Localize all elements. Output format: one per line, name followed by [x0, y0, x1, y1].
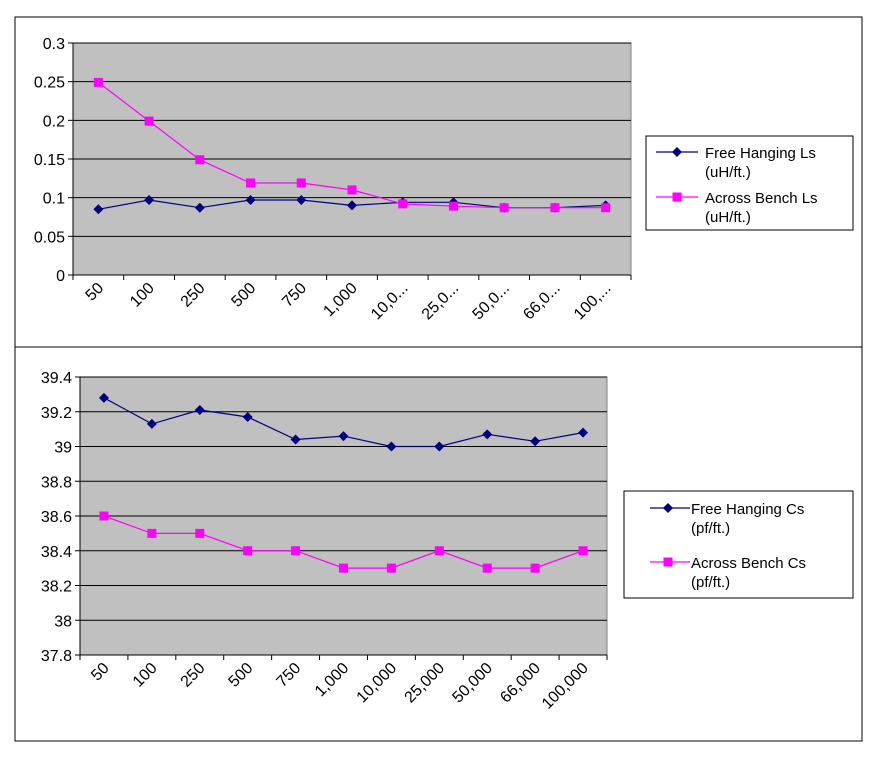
legend: Free Hanging Cs (pf/ft.) Across Bench Cs…: [623, 490, 854, 599]
data-point-square: [93, 77, 103, 87]
y-tick-label: 39.2: [41, 405, 72, 422]
data-point-square: [339, 563, 348, 573]
chart-inductance: 00.050.10.150.20.250.3 50 100 250 500 750 1,0…: [14, 16, 863, 348]
data-point-diamond: [93, 204, 104, 215]
y-tick-label: 0.05: [34, 229, 65, 246]
series-layer: [98, 392, 589, 573]
data-point-square: [195, 155, 205, 165]
data-point-diamond: [98, 392, 109, 403]
data-point-diamond: [347, 200, 357, 211]
data-point-diamond: [146, 418, 157, 429]
data-point-square: [434, 546, 444, 556]
data-point-diamond: [434, 441, 445, 452]
data-point-square: [347, 185, 357, 195]
grid-lines: [73, 42, 631, 276]
y-tick-label: 38.8: [41, 474, 72, 491]
data-point-square: [386, 563, 396, 573]
y-tick-label: 37.8: [41, 648, 72, 665]
y-tick-label: 39.4: [41, 370, 72, 387]
data-point-square: [499, 203, 509, 213]
data-point-diamond: [194, 405, 205, 416]
data-point-square: [243, 546, 253, 556]
data-point-square: [398, 199, 408, 209]
data-point-diamond: [242, 411, 253, 422]
data-point-square: [550, 203, 560, 213]
legend-label-across-bench-cs-line2: (pf/ft.): [691, 574, 730, 591]
data-point-square: [448, 201, 458, 211]
data-point-diamond: [530, 436, 541, 447]
y-tick-label: 0.15: [34, 152, 65, 169]
legend-label-free-hanging-ls-line2: (uH/ft.): [705, 164, 751, 181]
legend-marker-square: [663, 557, 673, 567]
data-point-square: [530, 563, 540, 573]
y-tick-label: 0.25: [34, 75, 65, 92]
y-tick-label: 0.3: [43, 36, 65, 53]
data-point-square: [195, 528, 205, 538]
legend-label-across-bench-ls-line2: (uH/ft.): [705, 209, 751, 226]
data-point-square: [99, 511, 109, 521]
data-point-diamond: [338, 431, 349, 442]
data-point-diamond: [144, 194, 155, 205]
y-tick-label: 38: [54, 613, 72, 630]
data-point-diamond: [578, 427, 589, 438]
data-point-square: [291, 546, 301, 556]
y-tick-label: 0.2: [43, 113, 65, 130]
legend-label-free-hanging-ls-line1: Free Hanging Ls: [705, 145, 816, 162]
y-axis: 37.8 38 38.2 38.4 38.6 38.8 39 39.2 39.4: [41, 370, 81, 665]
legend: Free Hanging Ls (uH/ft.) Across Bench Ls…: [645, 135, 854, 231]
legend-marker-diamond: [663, 503, 673, 513]
legend-label-free-hanging-cs-line2: (pf/ft.): [691, 520, 730, 537]
legend-marker-square: [672, 192, 682, 202]
y-tick-label: 39: [54, 440, 72, 457]
legend-label-across-bench-ls-line1: Across Bench Ls: [705, 190, 818, 207]
data-point-square: [147, 528, 157, 538]
y-tick-label: 38.6: [41, 509, 72, 526]
y-axis: 0 0.05 0.1 0.15 0.2 0.25 0.3: [34, 36, 74, 285]
series-layer: [93, 77, 611, 215]
y-tick-label: 38.2: [41, 579, 72, 596]
data-point-square: [144, 116, 154, 126]
data-point-diamond: [194, 202, 205, 213]
data-point-square: [482, 563, 492, 573]
legend-label-across-bench-cs-line1: Across Bench Cs: [691, 555, 806, 572]
legend-box: [623, 490, 854, 599]
data-point-square: [601, 203, 611, 213]
data-point-diamond: [296, 194, 307, 205]
y-tick-label: 0.1: [43, 191, 65, 208]
data-point-square: [246, 178, 256, 188]
y-tick-label: 0: [56, 268, 65, 285]
data-point-square: [296, 178, 306, 188]
y-tick-label: 38.4: [41, 544, 72, 561]
data-point-diamond: [245, 194, 256, 205]
legend-label-free-hanging-cs-line1: Free Hanging Cs: [691, 501, 804, 518]
data-point-diamond: [482, 429, 493, 440]
data-point-square: [578, 546, 588, 556]
data-point-diamond: [290, 434, 301, 445]
data-point-diamond: [386, 441, 397, 452]
legend-marker-diamond: [672, 147, 682, 157]
